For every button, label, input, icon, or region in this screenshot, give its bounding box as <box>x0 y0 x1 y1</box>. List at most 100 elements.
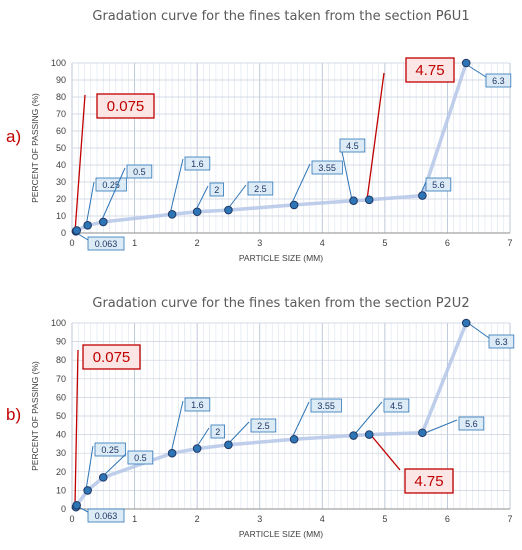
callout-box <box>311 160 343 175</box>
y-tick-label: 90 <box>56 75 66 85</box>
data-point <box>224 205 233 215</box>
chart-panel-b: Gradation curve for the fines taken from… <box>6 296 515 539</box>
callout-leader <box>169 158 184 215</box>
callout-label: 1.6 <box>191 400 204 410</box>
data-point <box>98 473 108 482</box>
chart-panel-a: Gradation curve for the fines taken from… <box>6 9 513 263</box>
callout-box <box>247 181 274 196</box>
callout-leader <box>85 181 95 227</box>
callout-leader <box>226 184 247 211</box>
y-tick-label: 10 <box>56 485 66 495</box>
callout-leader <box>74 349 79 506</box>
y-tick-label: 60 <box>56 126 66 136</box>
chart-title: Gradation curve for the fines taken from… <box>92 296 469 311</box>
data-point <box>461 58 471 68</box>
y-tick-label: 50 <box>56 143 66 153</box>
callout-label: 1.6 <box>191 159 204 169</box>
y-tick-label: 50 <box>56 411 66 421</box>
y-tick-label: 60 <box>56 392 66 402</box>
y-tick-label: 100 <box>51 318 66 328</box>
callout-leader <box>290 163 311 206</box>
data-point <box>98 217 108 227</box>
callout-box <box>485 73 512 88</box>
callout-box <box>184 397 211 412</box>
callout-label: 2 <box>215 427 220 437</box>
callout-label: 6.3 <box>492 76 505 86</box>
callout-label: 0.063 <box>95 511 118 521</box>
panel-label: a) <box>6 127 21 146</box>
callout-label: 0.25 <box>102 180 120 190</box>
data-point <box>364 430 374 439</box>
callout-label: 3.55 <box>317 401 335 411</box>
data-point <box>167 210 177 219</box>
callout-box <box>458 416 485 431</box>
data-point <box>83 221 92 230</box>
x-tick-label: 3 <box>257 238 262 248</box>
callout-box <box>184 156 211 171</box>
data-point <box>289 434 299 444</box>
callout-leader <box>291 401 310 439</box>
y-tick-label: 0 <box>61 228 66 238</box>
callout-leader <box>353 401 383 436</box>
data-point <box>418 191 427 200</box>
x-tick-label: 7 <box>507 514 512 524</box>
callout-label-highlight: 4.75 <box>415 62 444 79</box>
callout-label: 2.5 <box>254 184 267 194</box>
x-tick-label: 5 <box>382 514 387 524</box>
callout-leader <box>100 167 126 223</box>
callout-leader <box>369 433 401 471</box>
y-axis-label: PERCENT OF PASSING (%) <box>30 361 40 471</box>
callout-label: 2.5 <box>257 421 270 431</box>
callout-label-highlight: 0.075 <box>107 98 145 115</box>
callout-box-highlight <box>96 93 155 119</box>
y-tick-label: 20 <box>56 467 66 477</box>
y-tick-label: 0 <box>61 504 66 514</box>
callout-box <box>250 418 277 433</box>
data-point <box>192 444 202 453</box>
data-point <box>167 448 177 458</box>
y-tick-label: 80 <box>56 355 66 365</box>
x-axis-label: PARTICLE SIZE (MM) <box>239 529 323 539</box>
x-tick-label: 4 <box>320 238 325 248</box>
callout-label: 4.5 <box>390 401 403 411</box>
callout-leader <box>85 445 94 491</box>
callout-label: 6.3 <box>495 337 508 347</box>
y-tick-label: 70 <box>56 109 66 119</box>
y-tick-label: 20 <box>56 194 66 204</box>
callout-leader <box>74 94 86 233</box>
callout-box <box>94 442 126 457</box>
x-tick-label: 0 <box>69 238 74 248</box>
data-point <box>224 440 233 450</box>
callout-label: 0.25 <box>101 445 119 455</box>
x-tick-label: 6 <box>445 514 450 524</box>
callout-box-highlight <box>82 344 141 370</box>
x-tick-label: 7 <box>507 238 512 248</box>
callout-box <box>126 164 153 179</box>
callout-box <box>383 398 410 413</box>
x-tick-label: 5 <box>382 238 387 248</box>
y-tick-label: 70 <box>56 374 66 384</box>
callout-box <box>209 182 225 197</box>
callout-label: 2 <box>214 185 219 195</box>
data-point <box>289 200 299 210</box>
callout-label: 5.6 <box>432 180 445 190</box>
x-tick-label: 1 <box>132 514 137 524</box>
callout-box <box>210 424 226 439</box>
x-tick-label: 0 <box>69 514 74 524</box>
y-tick-label: 90 <box>56 337 66 347</box>
callout-label-highlight: 4.75 <box>414 473 443 490</box>
callout-label: 4.5 <box>346 141 359 151</box>
y-tick-label: 100 <box>51 58 66 68</box>
panel-label: b) <box>6 405 21 424</box>
x-tick-label: 2 <box>195 238 200 248</box>
callout-label: 0.063 <box>95 239 118 249</box>
data-point <box>364 195 374 205</box>
y-tick-label: 30 <box>56 448 66 458</box>
y-tick-label: 40 <box>56 430 66 440</box>
callout-label: 5.6 <box>465 419 478 429</box>
callout-box <box>425 177 452 192</box>
data-point <box>83 486 92 495</box>
data-point <box>461 318 471 328</box>
callout-box <box>87 508 125 523</box>
